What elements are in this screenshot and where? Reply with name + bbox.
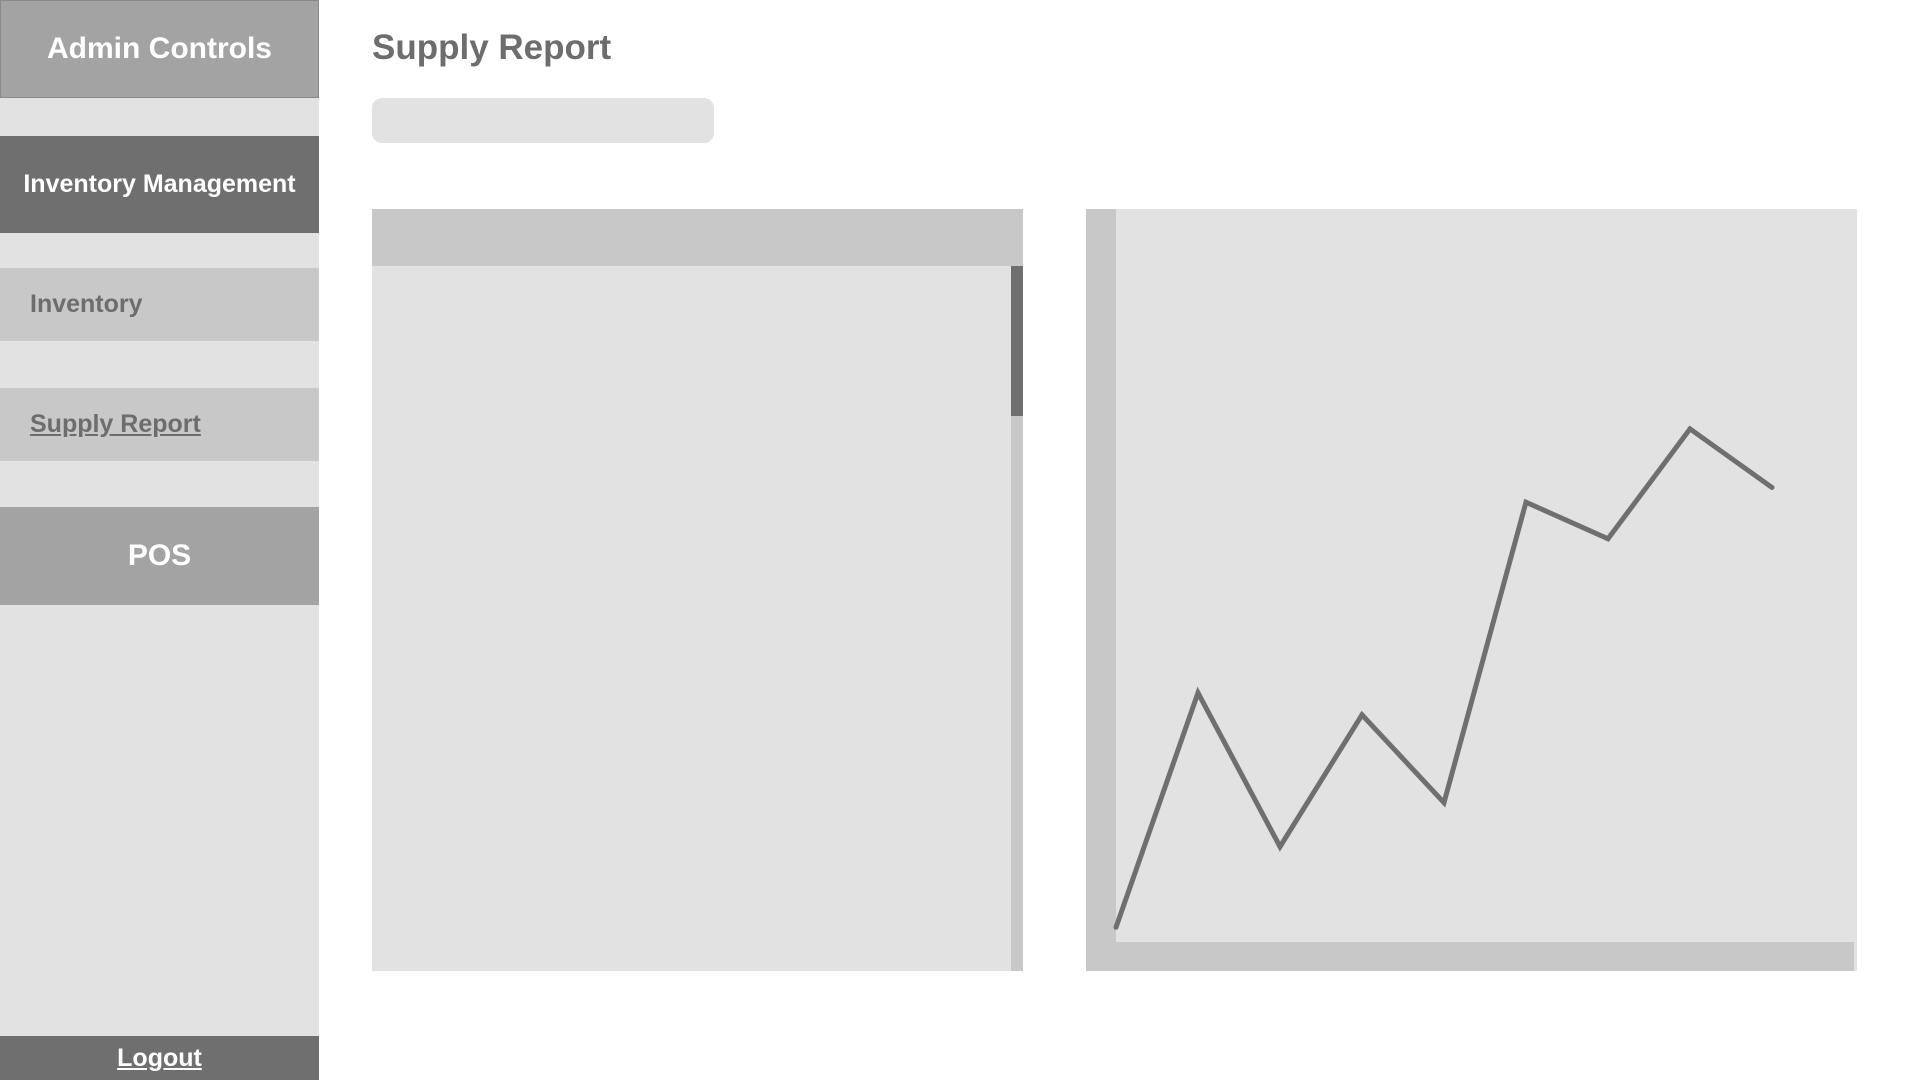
data-point [1687, 426, 1693, 432]
data-point [1605, 536, 1611, 542]
supply-list-panel [372, 209, 1023, 971]
data-point [1441, 800, 1447, 806]
pos-button[interactable]: POS [0, 507, 319, 605]
list-header [372, 209, 1023, 266]
inventory-management-label: Inventory Management [23, 170, 296, 198]
data-point [1769, 485, 1775, 490]
sidebar: Admin Controls Inventory Management Inve… [0, 0, 319, 1080]
inventory-management-section[interactable]: Inventory Management [0, 136, 319, 233]
data-point [1523, 499, 1529, 505]
series-line [1113, 425, 1774, 929]
logout-label: Logout [117, 1043, 202, 1072]
y-axis-bar [1086, 209, 1116, 971]
pos-label: POS [127, 539, 192, 572]
list-scrollbar-thumb[interactable] [1011, 266, 1023, 416]
data-point [1277, 844, 1283, 850]
search-input[interactable] [372, 98, 714, 143]
list-scrollbar[interactable] [1011, 266, 1023, 971]
list-body[interactable] [372, 266, 1011, 971]
admin-controls-label: Admin Controls [47, 32, 272, 65]
logout-button[interactable]: Logout [0, 1036, 319, 1080]
data-point [1359, 712, 1365, 718]
page-title: Supply Report [372, 28, 612, 67]
data-point [1195, 690, 1201, 696]
supply-chart [1086, 209, 1854, 971]
admin-controls-header[interactable]: Admin Controls [0, 0, 319, 98]
sidebar-item-inventory[interactable]: Inventory [0, 268, 319, 341]
data-point [1113, 924, 1119, 930]
supply-chart-panel [1086, 209, 1857, 971]
sidebar-item-inventory-label: Inventory [30, 290, 143, 318]
sidebar-item-supply-report-label: Supply Report [30, 410, 201, 438]
sidebar-item-supply-report[interactable]: Supply Report [0, 388, 319, 461]
x-axis-bar [1116, 942, 1854, 971]
